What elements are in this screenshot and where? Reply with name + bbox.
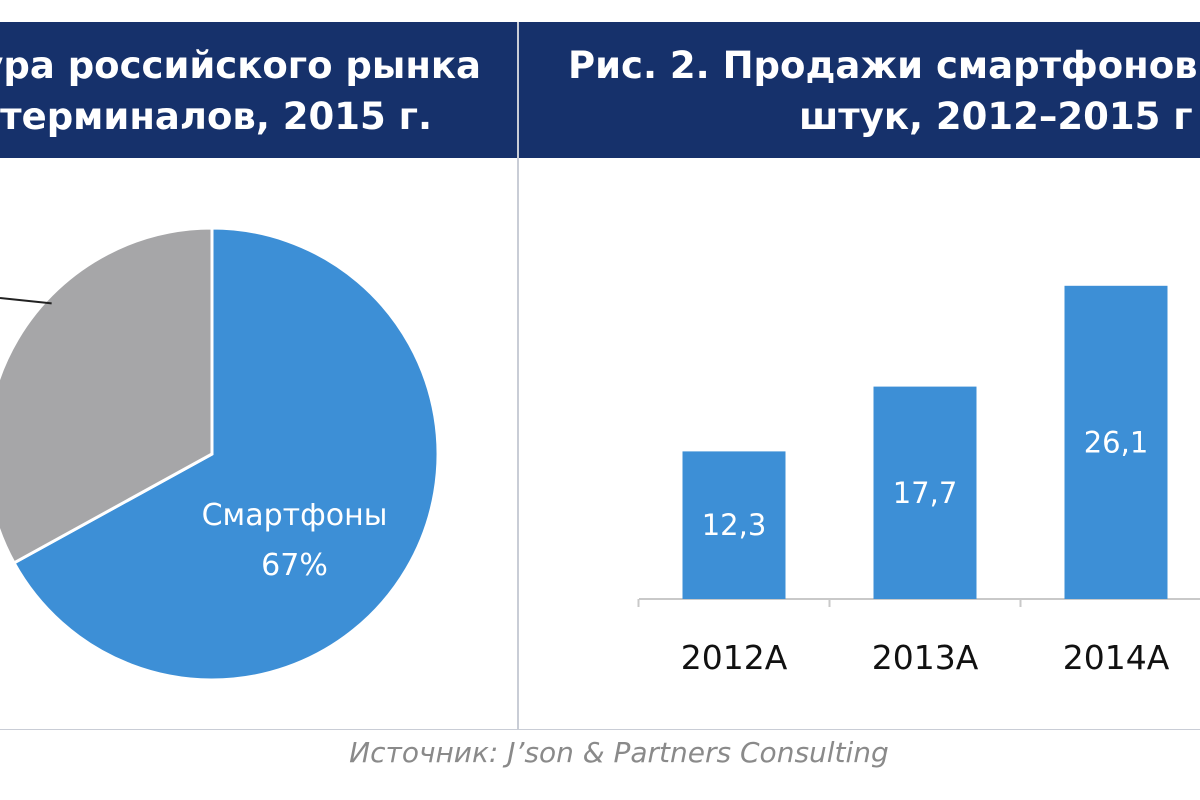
bar-2014A: [1064, 285, 1168, 599]
pie-slice-value-label: 67%: [261, 548, 328, 583]
bar-chart-title-line-1: Рис. 2. Продажи смартфонов в: [568, 44, 1200, 87]
bar-2012A: [682, 451, 786, 599]
bar-2013A: [873, 386, 977, 599]
x-tick-label: 2013A: [872, 638, 979, 677]
pie-chart: Смартфоны 67%: [0, 226, 440, 682]
pie-chart-header: ура российского рынка терминалов, 2015 г…: [0, 22, 517, 158]
x-tick-label: 2012A: [681, 638, 788, 677]
pie-chart-title-line-2: терминалов, 2015 г.: [0, 95, 432, 138]
pie-chart-title-line-1: ура российского рынка: [0, 44, 481, 87]
bottom-rule: [0, 729, 1200, 730]
bar-chart-header: Рис. 2. Продажи смартфонов в штук, 2012–…: [519, 22, 1200, 158]
bar-value-label: 26,1: [1084, 425, 1149, 459]
pie-chart-area: Смартфоны 67%: [0, 158, 517, 730]
bar-value-label: 17,7: [893, 476, 958, 510]
bar-chart: 12,3 2012A 17,7 2013A 26,1 2014A: [637, 285, 1200, 677]
bar-chart-title-line-2: штук, 2012–2015 г: [799, 95, 1193, 138]
source-note: Источник: J’son & Partners Consulting: [349, 736, 889, 769]
pie-leader-line: [0, 297, 52, 305]
pie-slice-other: [0, 226, 214, 565]
x-tick-label: 2014A: [1063, 638, 1170, 677]
panel-divider: [517, 22, 519, 730]
pie-slice-smartphones: [11, 226, 440, 682]
bar-chart-panel: Рис. 2. Продажи смартфонов в штук, 2012–…: [519, 22, 1200, 730]
pie-slice-label: Смартфоны: [202, 498, 388, 533]
bar-value-label: 12,3: [702, 508, 767, 542]
bar-chart-area: 12,3 2012A 17,7 2013A 26,1 2014A: [519, 158, 1200, 730]
pie-chart-panel: ура российского рынка терминалов, 2015 г…: [0, 22, 517, 730]
